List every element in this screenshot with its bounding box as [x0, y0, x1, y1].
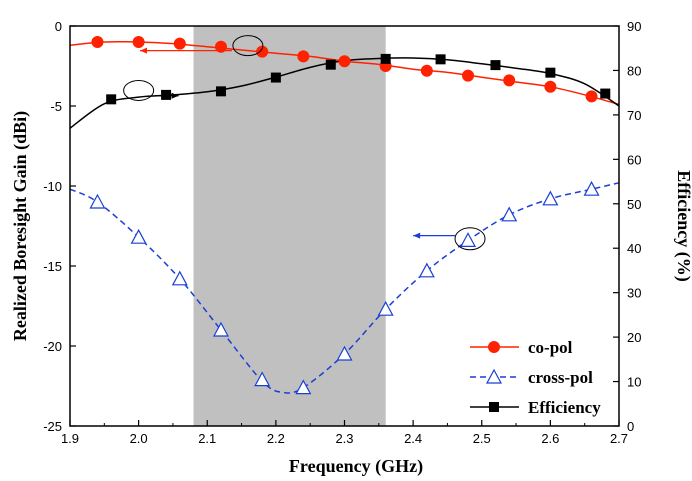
co-pol-callout-ellipse — [232, 35, 264, 57]
y-left-tick-label: -10 — [43, 179, 62, 194]
data-point-cross-pol — [418, 262, 435, 278]
data-point-efficiency — [325, 59, 336, 70]
data-point-cross-pol — [501, 206, 518, 222]
legend-label-cross-pol: cross-pol — [528, 368, 593, 387]
x-tick-label: 2.0 — [130, 431, 148, 446]
series-markers — [89, 36, 611, 395]
y-right-tick-label: 20 — [627, 330, 641, 345]
y-right-tick-label: 60 — [627, 152, 641, 167]
legend: co-pol cross-pol Efficiency — [470, 338, 601, 417]
data-point-co-pol — [462, 69, 475, 82]
legend-marker-co-pol — [488, 341, 500, 353]
data-point-efficiency — [270, 72, 281, 83]
x-tick-label: 2.3 — [335, 431, 353, 446]
x-tick-label: 2.4 — [404, 431, 422, 446]
x-axis-title: Frequency (GHz) — [289, 456, 423, 477]
y-right-axis-title: Efficiency (%) — [673, 170, 692, 281]
data-point-co-pol — [420, 64, 433, 77]
data-point-efficiency — [380, 53, 391, 64]
y-right-tick-label: 80 — [627, 63, 641, 78]
y-right-tick-label: 10 — [627, 375, 641, 390]
y-left-tick-label: -25 — [43, 419, 62, 434]
x-tick-label: 2.5 — [473, 431, 491, 446]
y-left-tick-label: -5 — [50, 99, 62, 114]
data-point-cross-pol — [130, 228, 147, 244]
y-left-tick-label: -20 — [43, 339, 62, 354]
data-point-cross-pol — [295, 379, 312, 395]
x-tick-label: 2.1 — [198, 431, 216, 446]
data-point-co-pol — [214, 40, 227, 53]
y-left-tick-label: -15 — [43, 259, 62, 274]
data-point-cross-pol — [460, 232, 477, 247]
legend-label-co-pol: co-pol — [528, 338, 573, 357]
series-line-cross-pol — [69, 182, 620, 394]
annotations — [123, 35, 486, 251]
cross-pol-arrow-head — [413, 232, 421, 239]
x-tick-label: 2.6 — [541, 431, 559, 446]
x-tick-label: 2.2 — [267, 431, 285, 446]
efficiency-arrow-head — [171, 92, 179, 99]
data-point-co-pol — [585, 90, 598, 103]
data-point-cross-pol — [254, 371, 271, 387]
co-pol-arrow-head — [140, 47, 147, 54]
data-point-cross-pol — [542, 190, 559, 206]
data-point-co-pol — [132, 36, 145, 48]
data-point-co-pol — [297, 50, 310, 63]
data-point-cross-pol — [377, 300, 394, 316]
data-point-co-pol — [544, 80, 557, 93]
legend-marker-efficiency — [489, 402, 499, 412]
y-right-tick-label: 40 — [627, 241, 641, 256]
data-point-cross-pol — [212, 321, 229, 337]
data-point-co-pol — [338, 55, 351, 68]
y-left-tick-label: 0 — [55, 19, 62, 34]
efficiency-callout-ellipse — [123, 79, 155, 101]
data-point-efficiency — [600, 88, 611, 99]
axis-ticks: 1.9 2.0 2.1 2.2 2.3 2.4 2.5 2.6 2.70-5-10-15-20-… — [43, 19, 641, 446]
y-right-tick-label: 30 — [627, 286, 641, 301]
data-point-co-pol — [503, 74, 516, 87]
y-right-tick-label: 0 — [627, 419, 634, 434]
data-point-cross-pol — [171, 270, 188, 286]
y-right-tick-label: 90 — [627, 19, 641, 34]
x-tick-label: 2.7 — [610, 431, 628, 446]
data-point-co-pol — [173, 37, 186, 50]
data-point-efficiency — [215, 86, 226, 97]
data-point-cross-pol — [89, 193, 106, 209]
data-point-efficiency — [490, 60, 501, 71]
data-point-co-pol — [91, 36, 104, 48]
data-point-efficiency — [545, 67, 556, 78]
y-right-tick-label: 50 — [627, 197, 641, 212]
shaded-band — [193, 26, 386, 426]
data-point-cross-pol — [336, 345, 353, 361]
legend-label-efficiency: Efficiency — [528, 398, 601, 417]
y-left-axis-title: Realized Boresight Gain (dBi) — [10, 111, 31, 341]
data-point-efficiency — [106, 94, 117, 105]
legend-marker-cross-pol — [485, 368, 503, 384]
data-point-efficiency — [435, 54, 446, 65]
data-point-co-pol — [256, 45, 269, 58]
data-point-efficiency — [161, 89, 172, 100]
x-tick-label: 1.9 — [61, 431, 79, 446]
data-point-cross-pol — [583, 180, 600, 196]
cross-pol-callout-ellipse — [454, 227, 486, 251]
y-right-tick-label: 70 — [627, 108, 641, 123]
